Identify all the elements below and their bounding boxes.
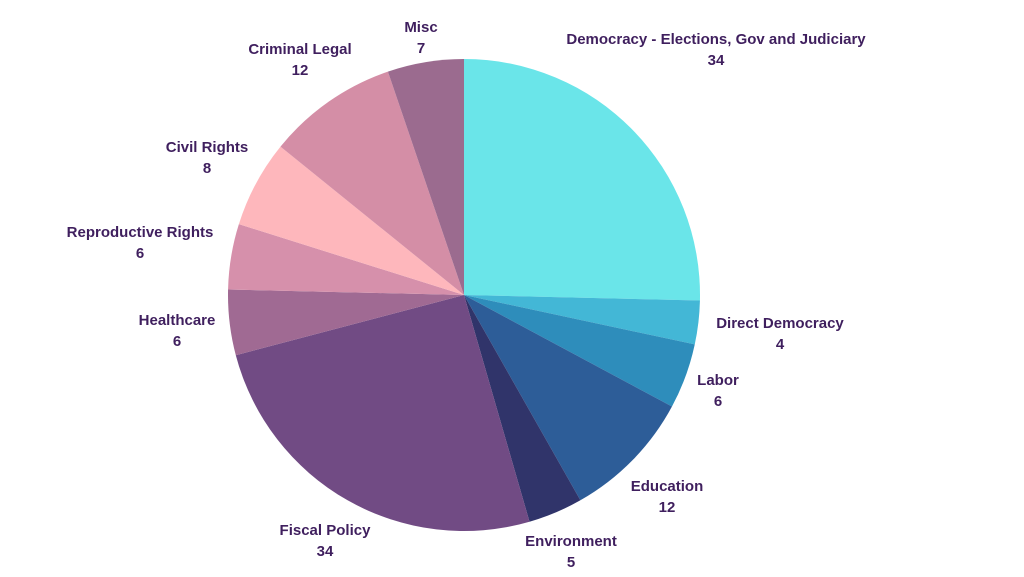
pie-slice-8 <box>228 224 464 295</box>
slice-label-10: Criminal Legal <box>248 41 351 58</box>
slice-value-label-10: 12 <box>292 62 309 79</box>
slice-label-group-7: Healthcare 6 <box>139 312 216 350</box>
slice-label-1: Democracy - Elections, Gov and Judiciary <box>566 31 866 48</box>
pie-slice-11 <box>387 59 464 295</box>
pie-slice-10 <box>280 71 464 295</box>
pie-labels: Democracy - Elections, Gov and Judiciary… <box>67 19 867 571</box>
pie-slice-2 <box>464 295 700 345</box>
slice-value-label-7: 6 <box>173 333 181 350</box>
slice-label-5: Environment <box>525 533 617 550</box>
slice-value-label-11: 7 <box>417 40 425 57</box>
pie-slice-1 <box>464 59 701 301</box>
slice-label-6: Fiscal Policy <box>280 522 372 539</box>
slice-value-label-3: 6 <box>714 393 722 410</box>
pie-slice-6 <box>235 295 530 531</box>
slice-label-group-10: Criminal Legal 12 <box>248 41 351 79</box>
slice-value-label-6: 34 <box>317 543 334 560</box>
slice-label-group-6: Fiscal Policy 34 <box>280 522 372 560</box>
slice-label-2: Direct Democracy <box>716 315 844 332</box>
slice-label-group-3: Labor 6 <box>697 372 739 410</box>
slice-label-group-4: Education 12 <box>631 478 704 516</box>
slice-value-label-2: 4 <box>776 336 785 353</box>
pie-slice-4 <box>464 295 672 501</box>
slice-value-label-9: 8 <box>203 160 211 177</box>
pie-slice-9 <box>238 146 464 295</box>
pie-slice-3 <box>464 295 695 407</box>
slice-label-group-5: Environment 5 <box>525 533 617 571</box>
slice-label-4: Education <box>631 478 704 495</box>
slice-label-group-8: Reproductive Rights 6 <box>67 224 214 262</box>
slice-label-group-9: Civil Rights 8 <box>166 139 249 177</box>
slice-value-label-5: 5 <box>567 554 575 571</box>
slice-label-8: Reproductive Rights <box>67 224 214 241</box>
slice-label-group-1: Democracy - Elections, Gov and Judiciary… <box>566 31 866 69</box>
slice-label-3: Labor <box>697 372 739 389</box>
slice-value-label-8: 6 <box>136 245 144 262</box>
slice-label-group-2: Direct Democracy 4 <box>716 315 844 353</box>
slice-label-7: Healthcare <box>139 312 216 329</box>
slice-label-9: Civil Rights <box>166 139 249 156</box>
pie-slice-7 <box>227 289 464 356</box>
slice-label-group-11: Misc 7 <box>404 19 437 57</box>
slice-value-label-1: 34 <box>708 52 725 69</box>
pie-slice-5 <box>464 295 581 522</box>
slice-value-label-4: 12 <box>659 499 676 516</box>
pie-slices <box>227 59 701 531</box>
slice-label-11: Misc <box>404 19 437 36</box>
